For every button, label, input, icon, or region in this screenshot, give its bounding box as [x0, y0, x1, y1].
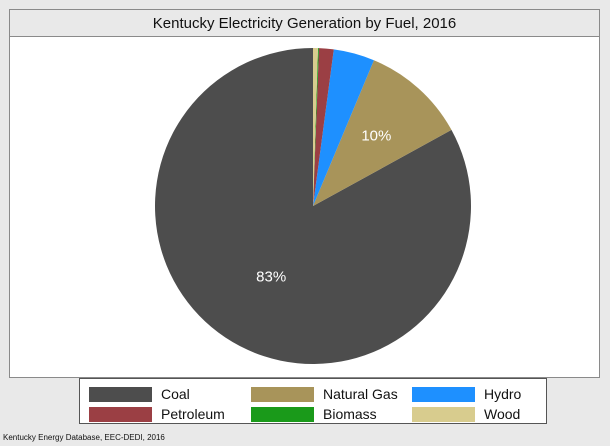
legend-item-natural-gas: Natural Gas: [251, 385, 398, 403]
pie-slice-natural-gas: [313, 60, 452, 206]
legend-item-coal: Coal: [89, 385, 190, 403]
legend-label-natural-gas: Natural Gas: [323, 386, 398, 402]
legend-swatch-hydro: [412, 386, 475, 402]
legend-item-wood: Wood: [412, 405, 520, 423]
legend-item-petroleum: Petroleum: [89, 405, 225, 423]
legend-swatch-biomass: [251, 406, 314, 422]
legend-label-hydro: Hydro: [484, 386, 522, 402]
pie-label-coal: 83%: [256, 269, 286, 286]
legend-label-petroleum: Petroleum: [161, 406, 225, 422]
legend-swatch-natural-gas: [251, 386, 314, 402]
chart-title: Kentucky Electricity Generation by Fuel,…: [10, 10, 599, 37]
legend-swatch-petroleum: [89, 406, 152, 422]
legend-label-biomass: Biomass: [323, 406, 377, 422]
pie-slice-petroleum: [313, 48, 334, 207]
pie-slice-hydro: [313, 49, 374, 206]
legend-item-biomass: Biomass: [251, 405, 377, 423]
legend-swatch-wood: [412, 406, 475, 422]
pie-slice-biomass: [313, 48, 319, 206]
legend: Coal Natural Gas Hydro Petroleum Biomass…: [79, 378, 547, 424]
legend-item-hydro: Hydro: [412, 385, 521, 403]
pie-slice-wood: [313, 48, 318, 206]
legend-swatch-coal: [89, 386, 152, 402]
legend-label-wood: Wood: [484, 406, 521, 422]
source-note: Kentucky Energy Database, EEC-DEDI, 2016: [3, 433, 165, 442]
pie-label-natural-gas: 10%: [361, 127, 391, 144]
pie-slice-coal: [155, 48, 471, 365]
legend-label-coal: Coal: [161, 386, 190, 402]
